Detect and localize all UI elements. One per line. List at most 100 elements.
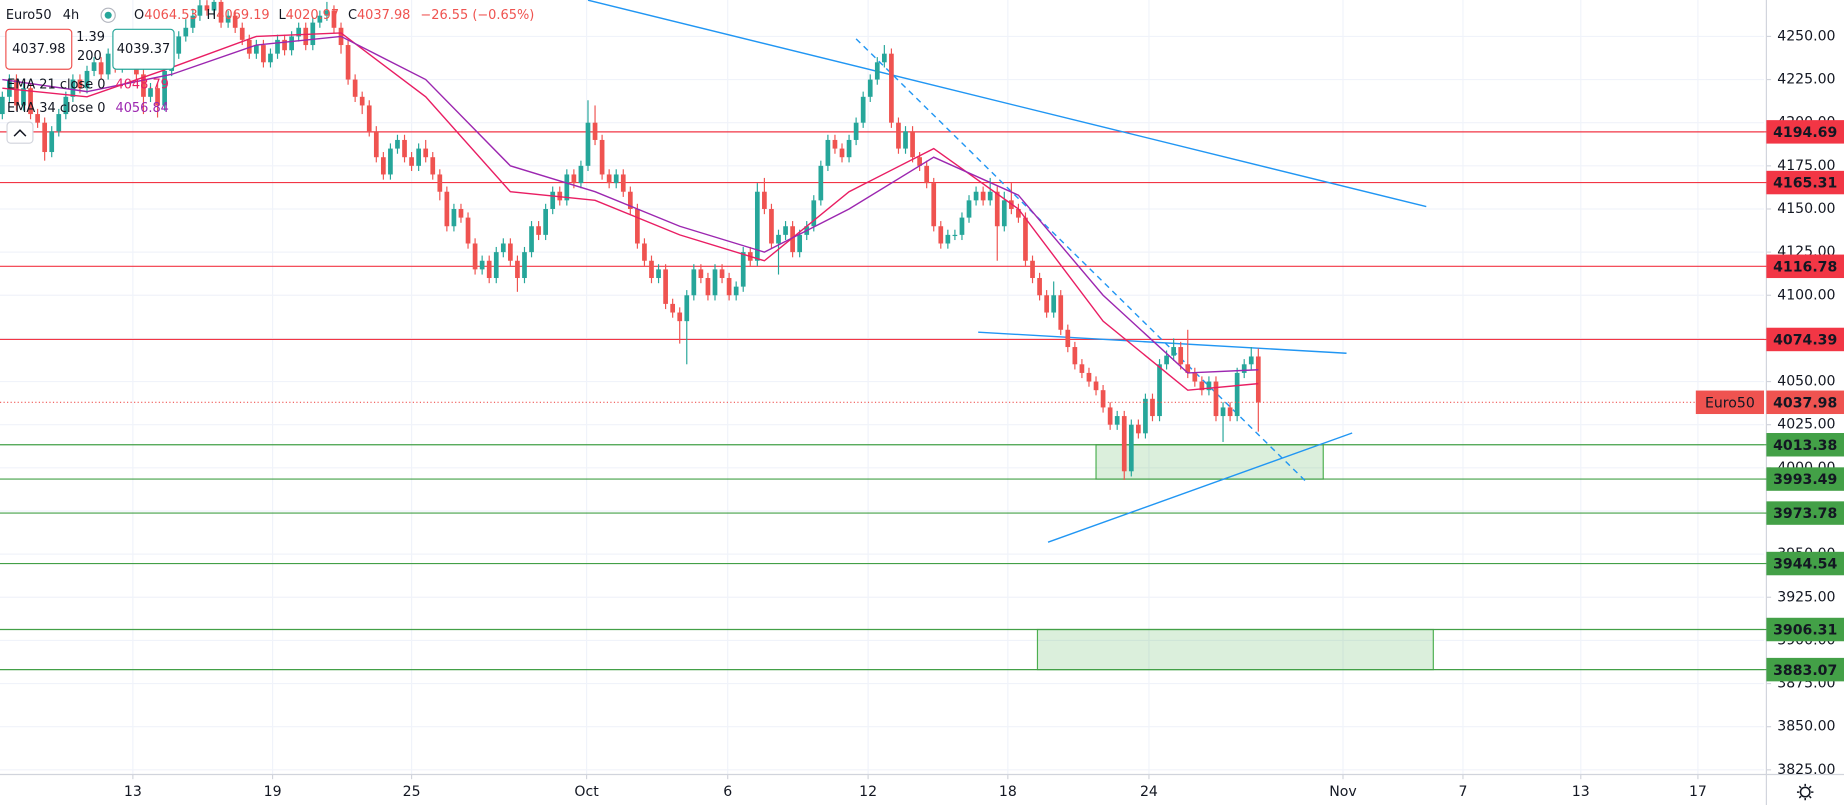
- buy-button[interactable]: [112, 28, 175, 70]
- level-label-box: [1766, 433, 1844, 457]
- candle-body: [352, 79, 358, 97]
- ohlc-letter: C: [348, 8, 357, 23]
- candle-body: [465, 217, 471, 244]
- candle-body: [762, 191, 767, 209]
- y-tick-label: 4175.00: [1777, 158, 1835, 174]
- symbol[interactable]: Euro50: [6, 8, 52, 23]
- candle-body: [896, 122, 901, 149]
- candle-body: [253, 45, 259, 54]
- candle-body: [557, 191, 563, 201]
- candle-body: [28, 88, 33, 115]
- candle-body: [7, 79, 12, 97]
- y-tick-label: 3850.00: [1777, 719, 1835, 735]
- candle-body: [733, 286, 739, 296]
- sell-button[interactable]: [5, 28, 73, 70]
- candle-body: [945, 234, 951, 244]
- candle-body: [980, 191, 986, 201]
- candle-body: [769, 208, 774, 244]
- ema-line: [2, 35, 1259, 374]
- candle-body: [324, 10, 330, 16]
- level-label-box: [1766, 551, 1844, 576]
- candle-body: [1023, 217, 1028, 261]
- gear-teeth: [1796, 783, 1814, 801]
- candle-body: [832, 139, 838, 149]
- settings-button[interactable]: [1796, 783, 1814, 801]
- candle-body: [571, 174, 577, 184]
- level-label-box: [1766, 467, 1844, 491]
- candle-body: [423, 148, 429, 158]
- candle-body: [437, 174, 443, 192]
- buy-price: 4039.37: [117, 42, 170, 57]
- candle-body: [719, 269, 725, 279]
- candle-body: [1241, 364, 1247, 373]
- candle-body: [1248, 356, 1254, 365]
- candle-body: [56, 114, 62, 132]
- candle-body: [303, 27, 309, 46]
- y-tick-label: 4225.00: [1777, 72, 1835, 88]
- candle-body: [966, 200, 972, 218]
- x-tick-label: 13: [1572, 784, 1590, 800]
- candle-body: [1171, 347, 1176, 356]
- candle-body: [282, 39, 287, 51]
- candle-body: [331, 10, 337, 28]
- ema-legend: EMA 21 close 0 4048.79: [7, 77, 169, 92]
- candle-body: [289, 36, 294, 51]
- last-price-box: [1766, 390, 1844, 415]
- candle-body: [42, 122, 48, 153]
- candle-body: [627, 191, 633, 209]
- candle-body: [508, 243, 513, 261]
- candle-body: [1121, 416, 1127, 472]
- candle-body: [578, 165, 584, 184]
- ema-value: 4056.84: [115, 100, 168, 115]
- candle-body: [84, 70, 90, 89]
- status-dot-inner: [104, 11, 112, 19]
- level-label-box: [1766, 327, 1844, 352]
- candle-body: [1128, 424, 1134, 472]
- level-label: 4165.31: [1773, 176, 1837, 192]
- candle-body: [924, 165, 930, 184]
- candle-body: [1079, 364, 1085, 373]
- candle-body: [70, 79, 76, 97]
- candle-body: [818, 165, 824, 201]
- y-tick-label: 4150.00: [1777, 201, 1835, 217]
- ohlc-value: 4064.53: [144, 8, 197, 23]
- candle-body: [451, 208, 457, 227]
- candle-body: [218, 1, 224, 23]
- candle-body: [1227, 407, 1233, 417]
- price-labels: 4194.69 4165.31 4116.78 4074.39 4013.38 3993.…: [1695, 120, 1844, 682]
- candle-body: [1220, 407, 1226, 417]
- candle-body: [1213, 381, 1219, 417]
- candle-body: [1185, 364, 1191, 373]
- candle-body: [592, 122, 598, 140]
- trend-line: [587, 0, 1427, 208]
- candle-body: [141, 74, 146, 97]
- candle-body: [296, 27, 302, 37]
- candle-body: [444, 191, 450, 227]
- interval: 4h: [63, 8, 79, 23]
- candle-body: [239, 27, 245, 40]
- candle-body: [797, 234, 803, 253]
- ohlc-value: 4020.97: [286, 8, 339, 23]
- candle-body: [776, 234, 781, 244]
- x-tick-label: 25: [403, 784, 421, 800]
- candle-body: [345, 45, 351, 80]
- candle-body: [1051, 295, 1057, 313]
- candle-body: [994, 191, 1000, 227]
- y-tick-label: 4100.00: [1777, 287, 1835, 303]
- candle-body: [1199, 381, 1205, 391]
- level-label: 3993.49: [1773, 472, 1837, 488]
- collapse-button[interactable]: [6, 121, 34, 144]
- candle-body: [1030, 260, 1035, 279]
- candle-body: [1072, 347, 1078, 365]
- candle-body: [606, 174, 612, 184]
- y-tick-label: 4025.00: [1777, 417, 1835, 433]
- quantity[interactable]: 200: [77, 49, 102, 64]
- candle-body: [931, 183, 937, 227]
- candle-body: [1255, 356, 1261, 403]
- candle-body: [1136, 424, 1141, 434]
- candle-body: [853, 122, 859, 140]
- legend: Euro50 4h O4064.53 H4069.19 L4020.97 C40…: [5, 7, 534, 144]
- candle-body: [232, 15, 238, 28]
- ohlc-letter: O: [134, 8, 144, 23]
- candle-body: [825, 139, 831, 166]
